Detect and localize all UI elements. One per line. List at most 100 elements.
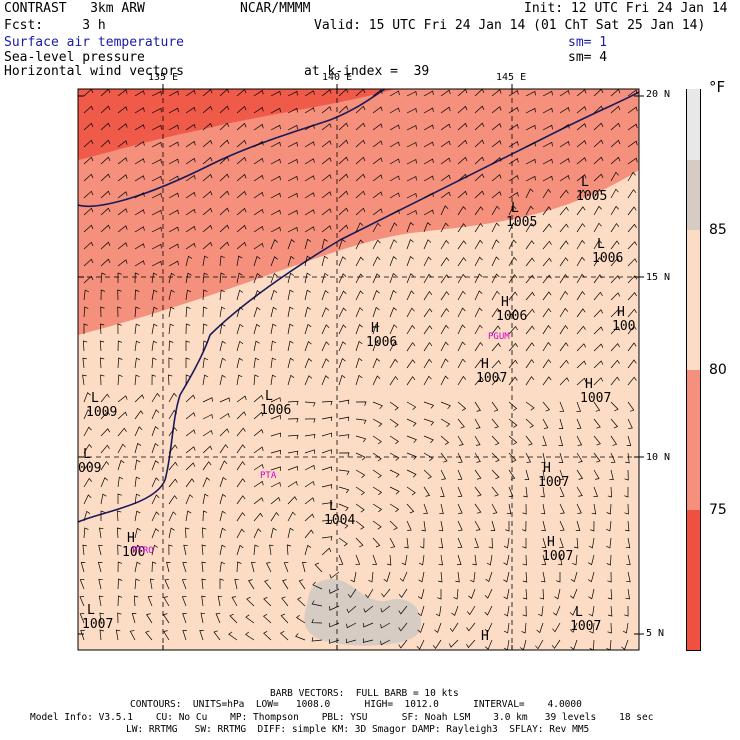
wind-barb [593, 326, 604, 335]
wind-barb [389, 307, 397, 318]
wind-barb [440, 239, 450, 250]
wind-barb [185, 208, 196, 216]
wind-barb [525, 359, 535, 369]
wind-barb [559, 342, 569, 352]
wind-barb [508, 192, 519, 199]
wind-barb [185, 157, 196, 165]
wind-barb [83, 461, 93, 471]
wind-barb [627, 123, 638, 131]
wind-barb [593, 239, 602, 250]
wind-barb [287, 141, 298, 148]
wind-barb [627, 241, 638, 250]
wind-barb [117, 459, 125, 471]
wind-barb [355, 324, 363, 335]
wind-barb [253, 480, 264, 488]
wind-barb [625, 588, 630, 600]
wind-barb [417, 622, 425, 633]
wind-barb [508, 308, 518, 318]
wind-barb [168, 340, 174, 352]
map-frame [77, 88, 640, 651]
colorbar-segment-80-85 [686, 230, 701, 370]
wind-barb [455, 571, 460, 583]
wind-barb [347, 588, 357, 599]
wind-barb [202, 477, 211, 488]
wind-barb [423, 209, 434, 216]
wind-barb [270, 357, 277, 369]
wind-barb [542, 188, 552, 199]
wind-barb [83, 409, 92, 420]
wind-barb [542, 107, 553, 114]
wind-barb [457, 418, 465, 429]
wind-barb [559, 107, 570, 114]
wind-barb [134, 226, 145, 233]
wind-barb [219, 412, 230, 420]
wind-barb [117, 493, 122, 504]
wind-barb [491, 342, 501, 352]
wind-barb [100, 139, 111, 148]
wind-barb [117, 411, 128, 420]
wind-barb [304, 401, 316, 407]
wind-barb [321, 89, 332, 97]
wind-barb [423, 341, 433, 352]
wind-barb [311, 618, 323, 624]
wind-barb [389, 452, 400, 461]
wind-barb [593, 452, 601, 463]
wind-barb [406, 452, 417, 460]
wind-barb [355, 357, 363, 369]
wind-barb [245, 631, 255, 641]
wind-barb [304, 209, 315, 216]
wind-barb [610, 122, 621, 131]
wind-barb [372, 358, 381, 369]
wind-barb [151, 494, 160, 505]
wind-barb [576, 239, 586, 250]
wind-barb [270, 90, 281, 97]
wind-barb [117, 191, 128, 199]
wind-barb [236, 139, 247, 148]
wind-barb [270, 175, 281, 182]
wind-barb [117, 174, 128, 182]
wind-barb [287, 226, 298, 233]
wind-barb [627, 157, 638, 165]
wind-barb [219, 139, 230, 148]
wind-barb [355, 520, 365, 530]
wind-barb [83, 190, 94, 199]
wind-barb [627, 258, 638, 267]
wind-barb [134, 527, 141, 539]
wind-barb [202, 306, 208, 318]
wind-barb [423, 124, 434, 131]
wind-barb [491, 486, 499, 497]
wind-barb [202, 241, 213, 250]
wind-barb [248, 579, 255, 590]
wind-barb [321, 290, 329, 301]
wind-barb [287, 434, 299, 440]
wind-barb [100, 207, 111, 216]
wind-barb [457, 122, 468, 131]
wind-barb [559, 90, 570, 97]
wind-barb [166, 561, 171, 573]
wind-barb [610, 326, 621, 335]
wind-barb [168, 192, 179, 199]
wind-barb [559, 206, 569, 216]
wind-barb [406, 469, 417, 478]
wind-barb [576, 157, 587, 165]
wind-barb [474, 222, 484, 233]
wind-barb [321, 401, 333, 406]
wind-barb [576, 435, 583, 446]
wind-barb [440, 157, 451, 165]
wind-barb [627, 418, 633, 429]
wind-barb [117, 395, 128, 403]
wind-barb [185, 429, 196, 437]
wind-barb [508, 435, 518, 445]
wind-barb [236, 395, 247, 403]
wind-barb [117, 106, 128, 114]
wind-barb [185, 394, 196, 403]
wind-barb [576, 206, 586, 216]
wind-barb [202, 272, 208, 284]
wind-barb [219, 397, 230, 403]
wind-barb [588, 588, 595, 600]
wind-barb [593, 257, 603, 267]
wind-barb [329, 571, 340, 579]
wind-barb [270, 432, 281, 438]
wind-barb [304, 107, 315, 114]
wind-barb [440, 375, 449, 386]
